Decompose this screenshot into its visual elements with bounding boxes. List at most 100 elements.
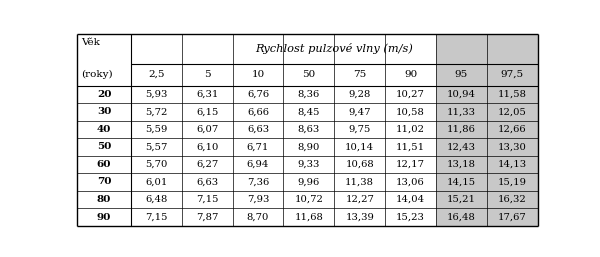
Bar: [385, 63, 436, 86]
Bar: [436, 208, 487, 226]
Text: 9,47: 9,47: [349, 107, 371, 116]
Bar: [233, 121, 283, 138]
Text: 13,18: 13,18: [447, 160, 476, 169]
Text: 7,15: 7,15: [145, 213, 167, 222]
Bar: [436, 121, 487, 138]
Text: 80: 80: [97, 195, 111, 204]
Text: 6,63: 6,63: [196, 178, 218, 187]
Bar: [436, 103, 487, 121]
Text: 17,67: 17,67: [498, 213, 527, 222]
Text: 12,17: 12,17: [396, 160, 425, 169]
Bar: [233, 103, 283, 121]
Text: 11,58: 11,58: [498, 90, 527, 99]
Text: 9,33: 9,33: [298, 160, 320, 169]
Text: 6,27: 6,27: [196, 160, 218, 169]
Bar: [385, 86, 436, 103]
Text: 95: 95: [455, 70, 468, 79]
Bar: [487, 191, 538, 208]
Bar: [487, 63, 538, 86]
Text: 6,15: 6,15: [196, 107, 218, 116]
Bar: [233, 173, 283, 191]
Bar: [182, 138, 233, 156]
Bar: [233, 63, 283, 86]
Text: 11,33: 11,33: [447, 107, 476, 116]
Bar: [131, 156, 182, 173]
Bar: [233, 138, 283, 156]
Text: 6,66: 6,66: [247, 107, 269, 116]
Bar: [182, 208, 233, 226]
Text: 7,15: 7,15: [196, 195, 218, 204]
Text: 5,72: 5,72: [145, 107, 167, 116]
Text: 7,36: 7,36: [247, 178, 269, 187]
Bar: [77, 34, 131, 226]
Text: 7,93: 7,93: [247, 195, 269, 204]
Text: 90: 90: [404, 70, 417, 79]
Bar: [334, 63, 385, 86]
Bar: [283, 191, 334, 208]
Bar: [487, 138, 538, 156]
Text: 6,10: 6,10: [196, 142, 218, 151]
Text: 10: 10: [251, 70, 265, 79]
Text: 13,39: 13,39: [345, 213, 374, 222]
Text: 11,68: 11,68: [295, 213, 323, 222]
Bar: [385, 191, 436, 208]
Bar: [334, 103, 385, 121]
Text: 9,96: 9,96: [298, 178, 320, 187]
Bar: [487, 103, 538, 121]
Text: 70: 70: [97, 178, 112, 187]
Text: 5,59: 5,59: [145, 125, 167, 134]
Text: 6,94: 6,94: [247, 160, 269, 169]
Text: 13,06: 13,06: [396, 178, 425, 187]
Text: 60: 60: [97, 160, 112, 169]
Bar: [487, 156, 538, 173]
Bar: [385, 103, 436, 121]
Text: 6,01: 6,01: [145, 178, 167, 187]
Bar: [131, 86, 182, 103]
Text: 16,48: 16,48: [447, 213, 476, 222]
Bar: [487, 208, 538, 226]
Bar: [233, 156, 283, 173]
Text: 14,04: 14,04: [396, 195, 425, 204]
Bar: [182, 103, 233, 121]
Text: 5,93: 5,93: [145, 90, 167, 99]
Bar: [131, 173, 182, 191]
Text: 10,58: 10,58: [396, 107, 425, 116]
Text: 10,14: 10,14: [345, 142, 374, 151]
Text: 6,63: 6,63: [247, 125, 269, 134]
Text: 6,71: 6,71: [247, 142, 269, 151]
Text: 5,70: 5,70: [145, 160, 167, 169]
Bar: [436, 34, 538, 63]
Bar: [436, 138, 487, 156]
Text: 5,57: 5,57: [145, 142, 167, 151]
Text: 13,30: 13,30: [498, 142, 527, 151]
Bar: [283, 208, 334, 226]
Bar: [334, 121, 385, 138]
Bar: [233, 191, 283, 208]
Text: 8,63: 8,63: [298, 125, 320, 134]
Bar: [334, 156, 385, 173]
Text: 90: 90: [97, 213, 111, 222]
Text: 7,87: 7,87: [196, 213, 218, 222]
Bar: [131, 208, 182, 226]
Text: 40: 40: [97, 125, 111, 134]
Bar: [131, 34, 436, 63]
Text: 12,66: 12,66: [498, 125, 527, 134]
Bar: [233, 86, 283, 103]
Bar: [436, 156, 487, 173]
Text: 11,86: 11,86: [447, 125, 476, 134]
Bar: [233, 208, 283, 226]
Text: 10,94: 10,94: [447, 90, 476, 99]
Bar: [436, 63, 487, 86]
Text: 14,13: 14,13: [497, 160, 527, 169]
Text: 75: 75: [353, 70, 366, 79]
Text: 12,05: 12,05: [498, 107, 527, 116]
Text: (roky): (roky): [81, 70, 113, 79]
Text: 11,51: 11,51: [396, 142, 425, 151]
Text: 15,19: 15,19: [498, 178, 527, 187]
Text: 8,70: 8,70: [247, 213, 269, 222]
Bar: [283, 173, 334, 191]
Text: Rychlost pulzové vlny (m/s): Rychlost pulzové vlny (m/s): [256, 43, 413, 54]
Text: 2,5: 2,5: [148, 70, 164, 79]
Bar: [283, 121, 334, 138]
Bar: [385, 121, 436, 138]
